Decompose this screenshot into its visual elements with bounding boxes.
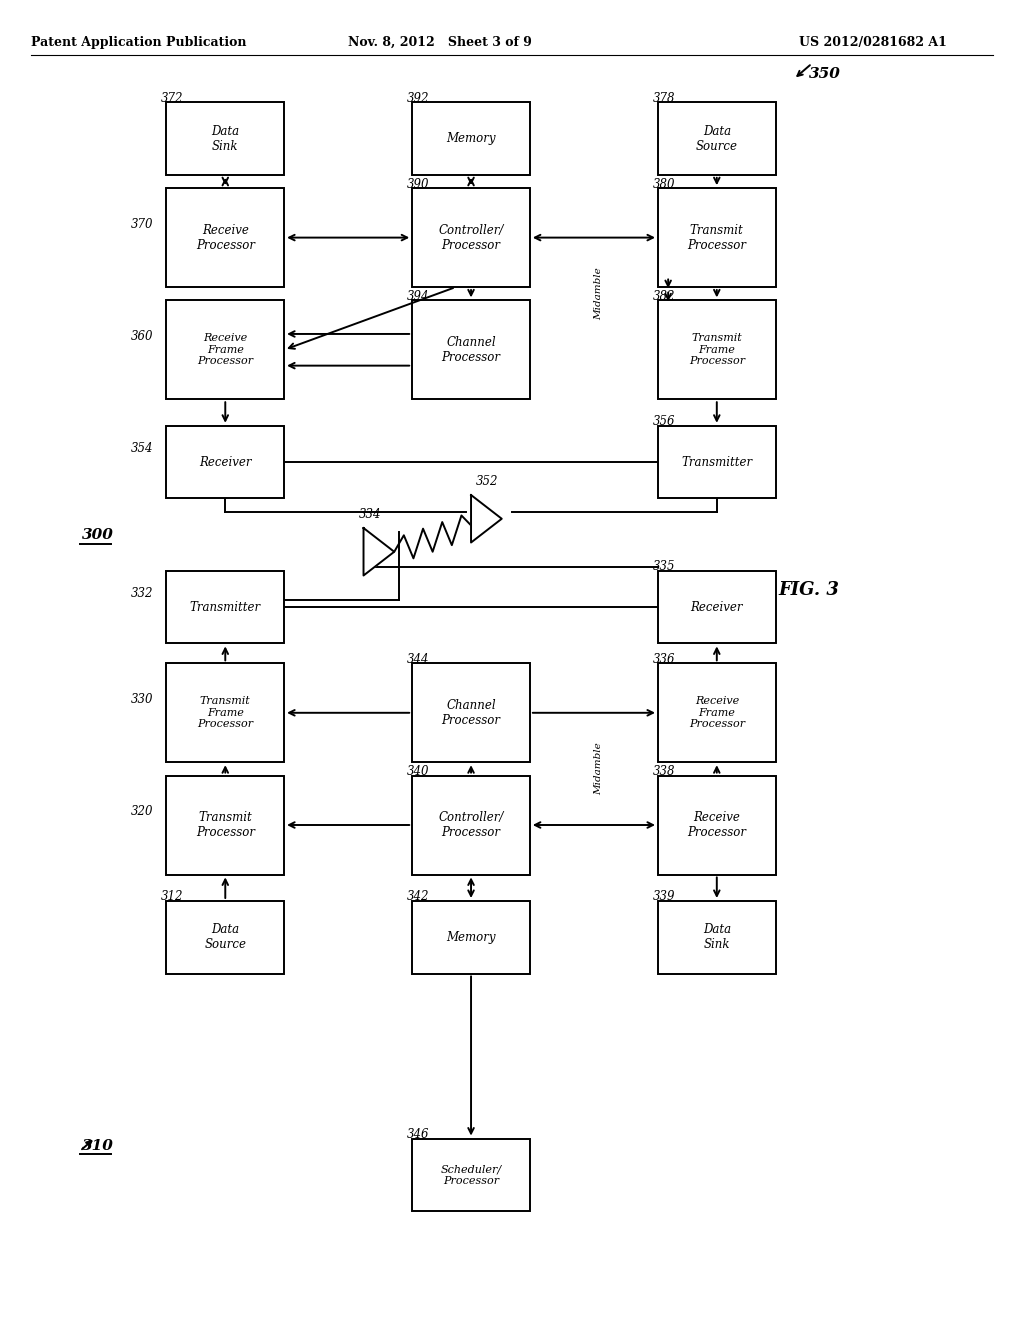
Text: 342: 342 (408, 891, 429, 903)
Text: 300: 300 (82, 528, 114, 541)
Text: Transmit
Frame
Processor: Transmit Frame Processor (198, 696, 253, 730)
Text: Scheduler/
Processor: Scheduler/ Processor (440, 1164, 502, 1185)
Text: 370: 370 (131, 218, 153, 231)
Text: Nov. 8, 2012   Sheet 3 of 9: Nov. 8, 2012 Sheet 3 of 9 (348, 36, 532, 49)
Text: 340: 340 (408, 766, 429, 777)
Text: 378: 378 (653, 92, 675, 104)
Text: Controller/
Processor: Controller/ Processor (438, 223, 504, 252)
Text: Transmit
Frame
Processor: Transmit Frame Processor (689, 333, 744, 367)
FancyBboxPatch shape (166, 776, 285, 874)
Text: 346: 346 (408, 1129, 429, 1140)
Text: 330: 330 (131, 693, 153, 706)
Text: 312: 312 (162, 891, 183, 903)
Text: 392: 392 (408, 92, 429, 104)
Text: Data
Sink: Data Sink (211, 124, 240, 153)
Text: 334: 334 (358, 508, 381, 521)
Text: Data
Sink: Data Sink (702, 923, 731, 952)
FancyBboxPatch shape (657, 103, 776, 174)
FancyBboxPatch shape (166, 570, 285, 643)
Text: Memory: Memory (446, 132, 496, 145)
Text: 394: 394 (408, 290, 429, 302)
Text: Controller/
Processor: Controller/ Processor (438, 810, 504, 840)
Text: 350: 350 (809, 67, 841, 81)
Text: 339: 339 (653, 891, 675, 903)
Text: Receive
Processor: Receive Processor (687, 810, 746, 840)
FancyBboxPatch shape (412, 301, 530, 399)
FancyBboxPatch shape (657, 189, 776, 288)
Text: 344: 344 (408, 653, 429, 665)
Text: 310: 310 (82, 1139, 114, 1152)
FancyBboxPatch shape (657, 570, 776, 643)
Text: 335: 335 (653, 561, 675, 573)
Text: Data
Source: Data Source (204, 923, 247, 952)
FancyBboxPatch shape (657, 301, 776, 399)
Text: Memory: Memory (446, 931, 496, 944)
FancyBboxPatch shape (412, 189, 530, 288)
Text: 390: 390 (408, 178, 429, 190)
FancyBboxPatch shape (412, 103, 530, 174)
FancyBboxPatch shape (412, 1138, 530, 1212)
FancyBboxPatch shape (412, 663, 530, 762)
Text: Receiver: Receiver (199, 455, 252, 469)
FancyBboxPatch shape (657, 902, 776, 974)
Text: Patent Application Publication: Patent Application Publication (31, 36, 246, 49)
Text: Transmitter: Transmitter (189, 601, 261, 614)
Text: 356: 356 (653, 416, 675, 428)
Text: Data
Source: Data Source (695, 124, 738, 153)
Text: Midamble: Midamble (594, 743, 603, 795)
Text: Receive
Processor: Receive Processor (196, 223, 255, 252)
Text: Transmitter: Transmitter (681, 455, 753, 469)
FancyBboxPatch shape (166, 425, 285, 498)
Text: 336: 336 (653, 653, 675, 665)
FancyBboxPatch shape (166, 902, 285, 974)
Text: Receive
Frame
Processor: Receive Frame Processor (689, 696, 744, 730)
Text: 372: 372 (162, 92, 183, 104)
Text: Receiver: Receiver (690, 601, 743, 614)
FancyBboxPatch shape (657, 776, 776, 874)
Text: Midamble: Midamble (594, 268, 603, 319)
Text: 352: 352 (476, 475, 499, 488)
Text: 320: 320 (131, 805, 153, 818)
Polygon shape (471, 495, 502, 543)
Text: 332: 332 (131, 587, 153, 601)
FancyBboxPatch shape (166, 301, 285, 399)
FancyBboxPatch shape (412, 902, 530, 974)
FancyBboxPatch shape (166, 663, 285, 762)
Text: US 2012/0281682 A1: US 2012/0281682 A1 (799, 36, 946, 49)
Polygon shape (364, 528, 394, 576)
FancyBboxPatch shape (657, 425, 776, 498)
Text: 338: 338 (653, 766, 675, 777)
Text: Transmit
Processor: Transmit Processor (687, 223, 746, 252)
Text: 354: 354 (131, 442, 153, 455)
Text: Transmit
Processor: Transmit Processor (196, 810, 255, 840)
FancyBboxPatch shape (166, 189, 285, 288)
FancyBboxPatch shape (657, 663, 776, 762)
Text: Channel
Processor: Channel Processor (441, 335, 501, 364)
Text: 382: 382 (653, 290, 675, 302)
Text: 380: 380 (653, 178, 675, 190)
FancyBboxPatch shape (412, 776, 530, 874)
Text: Channel
Processor: Channel Processor (441, 698, 501, 727)
Text: Receive
Frame
Processor: Receive Frame Processor (198, 333, 253, 367)
Text: FIG. 3: FIG. 3 (778, 581, 839, 599)
FancyBboxPatch shape (166, 103, 285, 174)
Text: 360: 360 (131, 330, 153, 343)
